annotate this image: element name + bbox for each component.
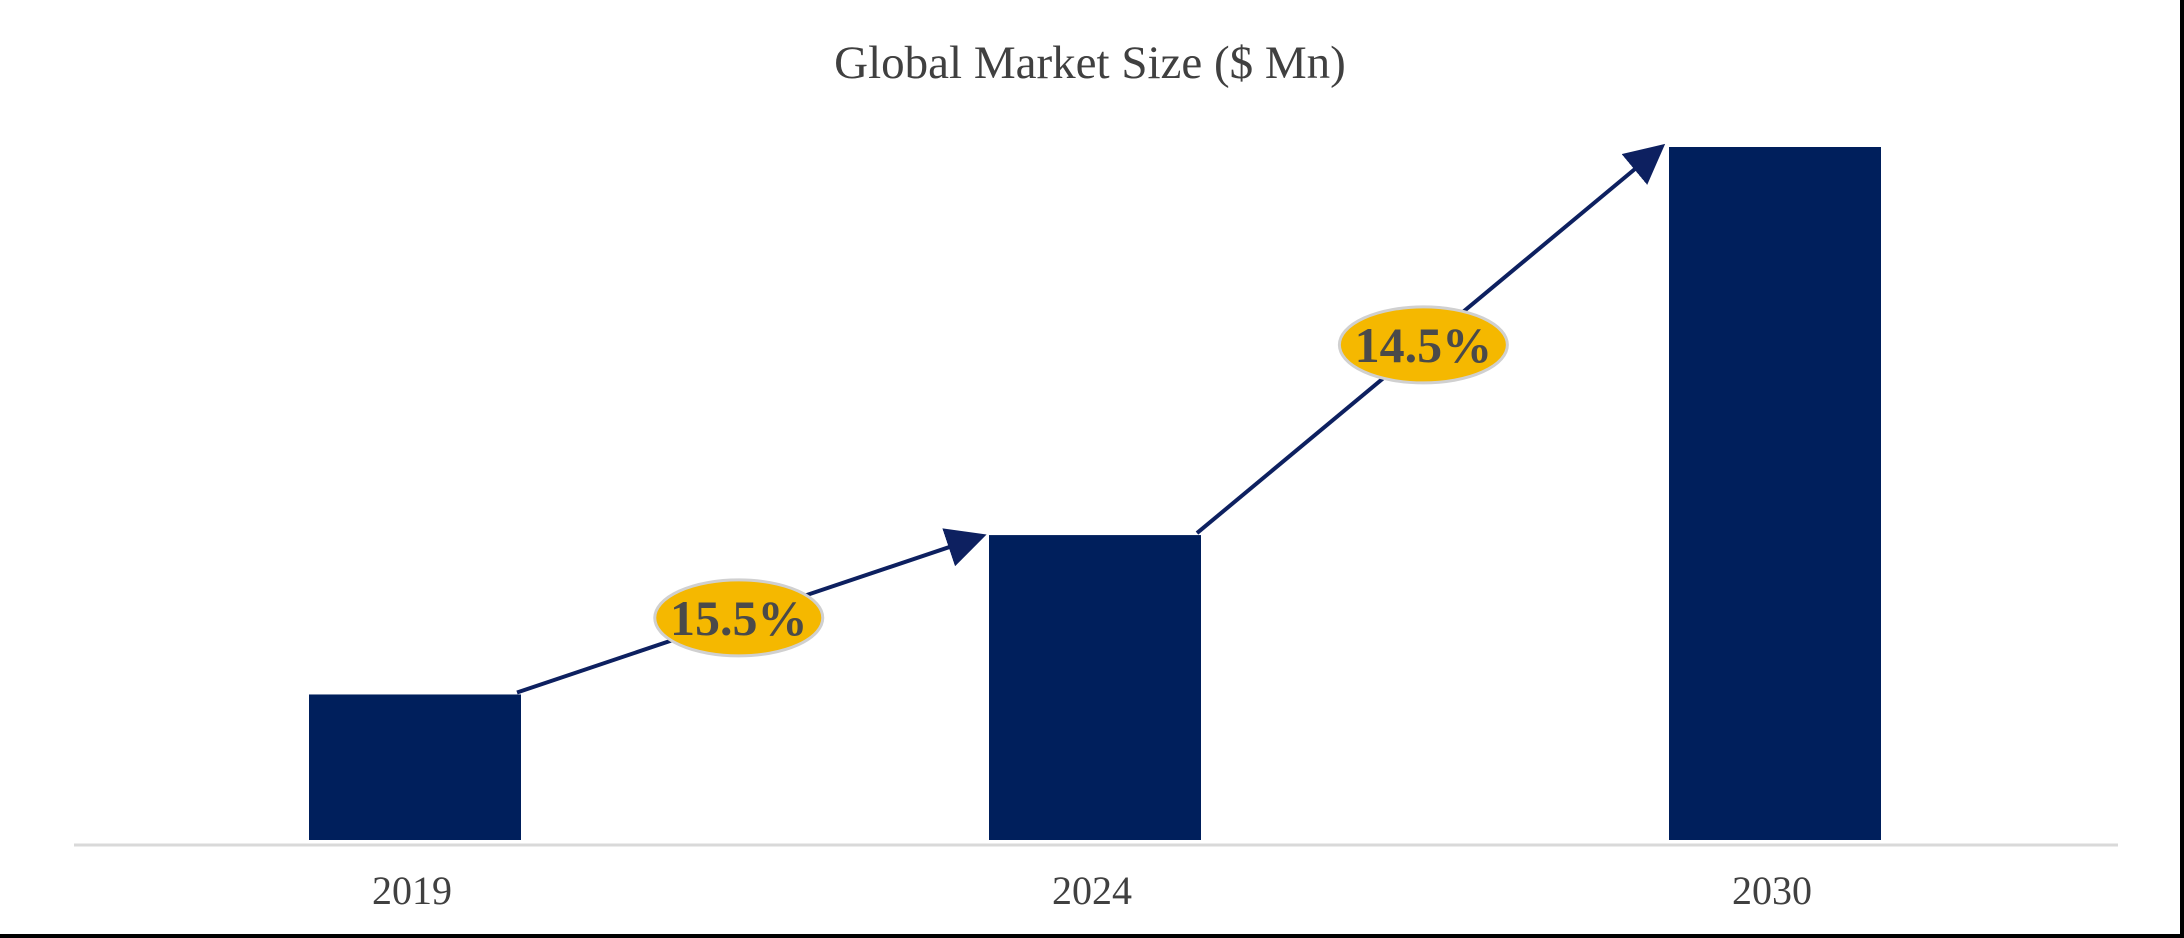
cagr-badge-ellipse [653, 578, 825, 658]
bars-layer [309, 147, 1881, 840]
x-tick-labels: 2019 2024 2030 [372, 868, 1812, 913]
cagr-badge-2024-2030: 14.5% [1337, 305, 1509, 385]
x-tick-label-2024: 2024 [1052, 868, 1132, 913]
x-tick-label-2030: 2030 [1732, 868, 1812, 913]
cagr-label: 15.5% [670, 590, 808, 646]
cagr-label: 14.5% [1355, 317, 1493, 373]
x-tick-label-2019: 2019 [372, 868, 452, 913]
cagr-badge-ellipse [1337, 305, 1509, 385]
bar-2024 [989, 535, 1201, 840]
cagr-badge-2019-2024: 15.5% [653, 578, 825, 658]
bar-2019 [309, 694, 521, 840]
chart-title: Global Market Size ($ Mn) [834, 37, 1346, 89]
bar-2030 [1669, 147, 1881, 840]
cagr-badges: 15.5% 14.5% [653, 305, 1509, 658]
